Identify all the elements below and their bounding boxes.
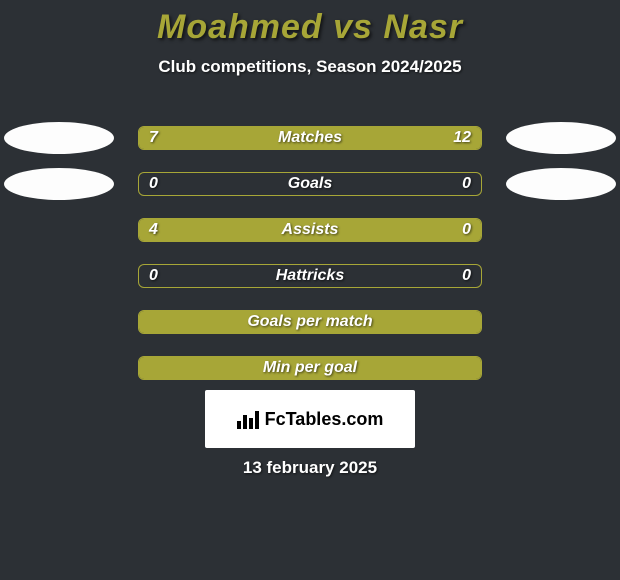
stat-bar-fill-left: [139, 311, 481, 333]
stat-label: Hattricks: [139, 267, 481, 285]
stat-label: Goals: [139, 175, 481, 193]
stat-bar-track: 712Matches: [138, 126, 482, 150]
stat-value-right: 0: [462, 267, 471, 285]
stat-bar-track: 0 0Hattricks: [138, 264, 482, 288]
stat-bar-track: Goals per match: [138, 310, 482, 334]
stat-row: 712Matches: [0, 122, 620, 168]
card-subtitle: Club competitions, Season 2024/2025: [0, 57, 620, 77]
stat-value-left: 0: [149, 267, 158, 285]
comparison-card: Moahmed vs Nasr Club competitions, Seaso…: [0, 0, 620, 580]
stat-row: Goals per match: [0, 306, 620, 352]
stat-bar-fill-left: [139, 127, 266, 149]
stat-bar-track: 40Assists: [138, 218, 482, 242]
stat-value-left: 0: [149, 175, 158, 193]
stat-row: 0 0Goals: [0, 168, 620, 214]
footer-date: 13 february 2025: [0, 458, 620, 478]
stat-bar-fill-right: [266, 127, 481, 149]
stat-bar-fill-right: [402, 219, 481, 241]
source-logo: FcTables.com: [205, 390, 415, 448]
player-badge-right: [506, 122, 616, 154]
stat-bar-fill-left: [139, 357, 481, 379]
stat-bar-fill-left: [139, 219, 402, 241]
player-badge-right: [506, 168, 616, 200]
stat-bar-track: Min per goal: [138, 356, 482, 380]
stat-row: 0 0Hattricks: [0, 260, 620, 306]
stat-bars: 712Matches00Goals40Assists00HattricksGoa…: [0, 122, 620, 398]
card-title: Moahmed vs Nasr: [0, 0, 620, 47]
source-logo-text: FcTables.com: [265, 409, 384, 430]
stat-row: 40Assists: [0, 214, 620, 260]
bar-chart-icon: [237, 409, 259, 429]
player-badge-left: [4, 122, 114, 154]
stat-bar-track: 0 0Goals: [138, 172, 482, 196]
stat-value-right: 0: [462, 175, 471, 193]
player-badge-left: [4, 168, 114, 200]
